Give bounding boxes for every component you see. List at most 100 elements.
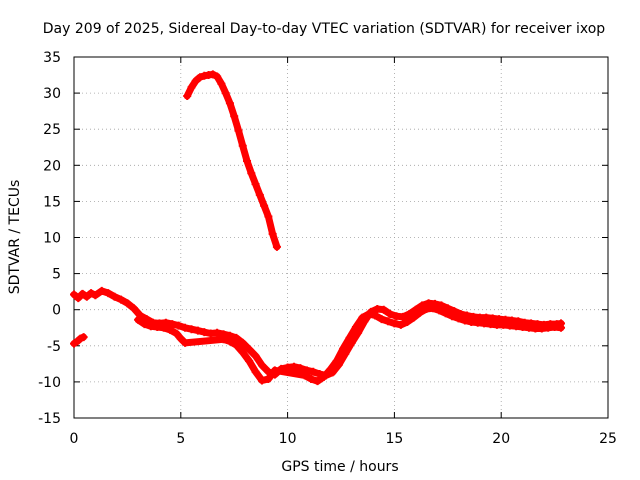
data-series xyxy=(70,70,566,386)
data-point xyxy=(345,333,354,342)
data-point xyxy=(268,229,277,238)
data-point xyxy=(454,314,463,323)
data-point xyxy=(379,305,388,314)
data-point xyxy=(260,201,269,210)
data-point xyxy=(74,294,83,303)
data-point xyxy=(193,326,202,335)
data-point xyxy=(377,315,386,324)
data-point xyxy=(91,291,100,300)
data-point xyxy=(313,377,322,386)
data-point xyxy=(428,304,437,313)
y-tick-label: 25 xyxy=(43,122,61,138)
data-point xyxy=(339,344,348,353)
data-point xyxy=(196,73,205,82)
data-point xyxy=(416,308,425,317)
chart-title: Day 209 of 2025, Sidereal Day-to-day VTE… xyxy=(43,21,606,37)
data-point xyxy=(245,345,254,354)
data-point xyxy=(123,299,132,308)
series-early-segment xyxy=(70,333,88,348)
data-point xyxy=(448,312,457,321)
x-axis: 0 5 10 15 20 25 xyxy=(70,57,617,447)
series-line xyxy=(183,70,281,251)
data-point xyxy=(351,323,360,332)
data-point xyxy=(403,317,412,326)
data-point xyxy=(309,367,318,376)
data-point xyxy=(176,334,185,343)
data-point xyxy=(441,309,450,318)
series-line xyxy=(70,287,565,379)
y-tick-label: 5 xyxy=(52,267,61,283)
data-point xyxy=(140,320,149,329)
data-point xyxy=(383,317,392,326)
data-point xyxy=(247,169,256,178)
data-point xyxy=(70,290,78,299)
data-point xyxy=(166,325,175,334)
data-point xyxy=(398,312,407,321)
data-point xyxy=(332,356,341,365)
y-tick-label: 30 xyxy=(43,86,61,102)
data-point xyxy=(97,286,106,295)
data-point xyxy=(159,323,168,332)
data-point xyxy=(257,361,266,370)
data-point xyxy=(134,315,143,324)
data-point xyxy=(435,306,444,315)
gridlines xyxy=(74,57,608,418)
x-tick-label: 0 xyxy=(70,431,79,447)
data-point xyxy=(390,319,399,328)
series-high-arc xyxy=(183,70,281,251)
data-point xyxy=(174,321,183,330)
data-point xyxy=(225,99,234,108)
data-point xyxy=(213,72,222,81)
data-point xyxy=(396,320,405,329)
data-point xyxy=(557,323,566,332)
data-point xyxy=(251,180,260,189)
data-point xyxy=(319,372,328,381)
data-point xyxy=(264,212,273,221)
data-point xyxy=(234,126,243,135)
data-point xyxy=(364,310,373,319)
data-point xyxy=(371,311,380,320)
y-tick-label: -15 xyxy=(38,411,61,427)
data-point xyxy=(221,89,230,98)
y-tick-label: 0 xyxy=(52,303,61,319)
x-axis-label: GPS time / hours xyxy=(281,459,398,475)
data-point xyxy=(213,328,222,337)
data-point xyxy=(217,79,226,88)
data-point xyxy=(255,190,264,199)
data-point xyxy=(257,376,266,385)
x-tick-label: 15 xyxy=(385,431,403,447)
data-point xyxy=(243,156,252,165)
data-point xyxy=(296,364,305,373)
x-tick-label: 5 xyxy=(176,431,185,447)
data-point xyxy=(358,313,367,322)
data-point xyxy=(238,348,247,357)
data-point xyxy=(460,316,469,325)
data-point xyxy=(129,304,138,313)
data-point xyxy=(230,112,239,121)
y-tick-label: -10 xyxy=(38,375,61,391)
data-point xyxy=(290,362,299,371)
x-tick-label: 10 xyxy=(279,431,297,447)
data-point xyxy=(307,375,316,384)
data-point xyxy=(272,242,281,251)
data-point xyxy=(270,366,279,375)
data-point xyxy=(187,83,196,92)
data-point xyxy=(172,329,181,338)
data-point xyxy=(232,341,241,350)
data-point xyxy=(78,289,87,298)
data-point xyxy=(238,338,247,347)
x-tick-label: 20 xyxy=(492,431,510,447)
y-tick-label: 35 xyxy=(43,50,61,66)
data-point xyxy=(116,295,125,304)
data-point xyxy=(168,320,177,329)
series-main xyxy=(70,286,566,380)
data-point xyxy=(326,365,335,374)
y-tick-label: -5 xyxy=(47,339,61,355)
data-point xyxy=(110,292,119,301)
y-axis: -15 -10 -5 0 5 10 15 20 25 30 35 xyxy=(38,50,608,427)
data-point xyxy=(225,337,234,346)
y-axis-label: SDTVAR / TECUs xyxy=(7,180,23,295)
data-point xyxy=(409,313,418,322)
data-point xyxy=(87,289,96,298)
